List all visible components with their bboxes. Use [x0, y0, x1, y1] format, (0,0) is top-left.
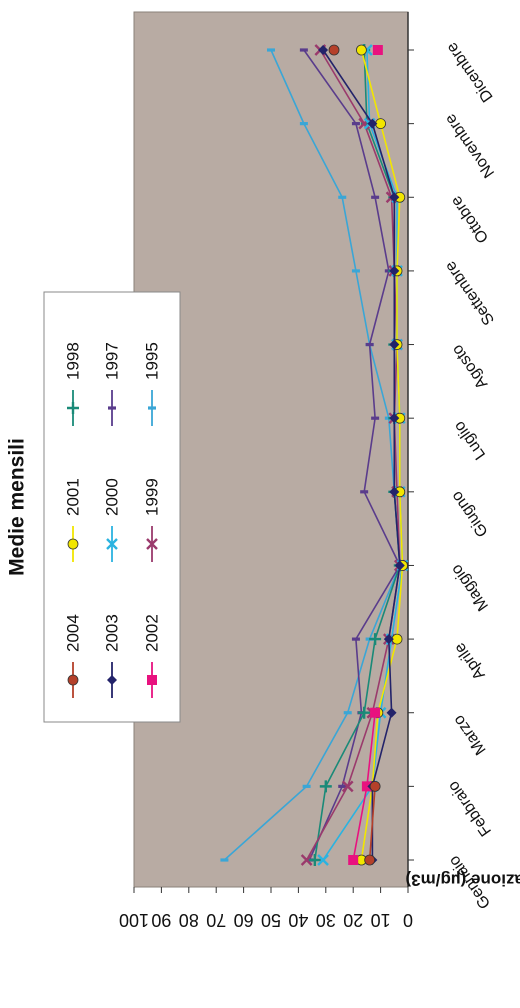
- data-point: [369, 633, 382, 646]
- legend-swatch-marker: [67, 538, 79, 550]
- x-tick-label: Novembre: [442, 110, 498, 180]
- legend-swatch-marker: [146, 538, 158, 550]
- legend-item-1995: 1995: [143, 342, 162, 426]
- x-tick-label: Maggio: [448, 561, 492, 614]
- data-point: [328, 44, 340, 56]
- legend-label: 2004: [64, 614, 83, 652]
- data-point: [348, 855, 359, 865]
- y-tick-label: 100: [119, 910, 149, 930]
- legend-label: 2001: [64, 478, 83, 516]
- series-line: [322, 49, 401, 860]
- data-point: [383, 634, 394, 645]
- legend-item-2004: 2004: [64, 614, 83, 698]
- legend-swatch-marker: [67, 674, 79, 686]
- legend-label: 1998: [64, 342, 83, 380]
- data-point: [358, 706, 371, 719]
- legend-label: 2002: [143, 614, 162, 652]
- data-point: [386, 707, 397, 718]
- legend-swatch-marker: [107, 675, 117, 685]
- y-axis-label: Concentrazione (µg/m3): [405, 871, 520, 890]
- legend-items: 2004 2003 2002 2001 2000 1999 1998 1997 1995: [64, 342, 162, 698]
- legend-item-1999: 1999: [143, 478, 162, 562]
- legend-item-2001: 2001: [64, 478, 83, 562]
- x-tick-label: Luglio: [451, 418, 489, 463]
- y-tick-label: 10: [371, 910, 391, 930]
- data-point: [361, 781, 372, 792]
- y-tick-label: 90: [151, 910, 171, 930]
- data-point: [317, 854, 329, 866]
- legend-title: Medie mensili: [6, 438, 29, 576]
- data-point: [394, 560, 405, 571]
- data-point: [389, 413, 400, 424]
- y-tick-label: 70: [206, 910, 226, 930]
- x-tick-label: Dicembre: [443, 39, 496, 105]
- data-point: [356, 44, 367, 56]
- data-point: [367, 118, 378, 129]
- y-tick-label: 80: [179, 910, 199, 930]
- legend-swatch-marker: [67, 402, 79, 414]
- data-point: [308, 854, 321, 866]
- y-tick-label: 40: [288, 910, 308, 930]
- legend-label: 2003: [103, 614, 122, 652]
- series-2003: [318, 45, 405, 865]
- series-2002: [348, 45, 383, 865]
- data-point: [369, 780, 381, 792]
- data-point: [389, 339, 400, 350]
- data-point: [389, 265, 400, 276]
- series-line: [223, 49, 401, 861]
- legend-item-2003: 2003: [103, 614, 122, 698]
- legend-item-1997: 1997: [103, 342, 122, 426]
- series-line: [360, 49, 404, 861]
- legend-label: 1997: [103, 342, 122, 380]
- y-tick-label: 20: [343, 910, 363, 930]
- x-tick-label: Febbraio: [445, 778, 495, 840]
- data-point: [300, 854, 313, 866]
- x-tick-label: Marzo: [450, 712, 489, 758]
- data-point: [341, 780, 354, 793]
- data-point: [364, 854, 376, 866]
- y-tick-label: 50: [261, 910, 281, 930]
- data-point: [370, 707, 381, 718]
- x-tick-label: Agosto: [449, 341, 492, 392]
- data-point: [389, 192, 400, 203]
- legend-swatch-marker: [106, 538, 118, 550]
- legend-box: [43, 291, 181, 723]
- y-tick-label: 0: [403, 910, 413, 930]
- legend-label: 2000: [103, 478, 122, 516]
- data-point: [372, 45, 383, 55]
- series-line: [305, 49, 401, 861]
- x-tick-label: Aprile: [451, 639, 488, 682]
- data-point: [319, 780, 332, 793]
- legend-label: 1995: [143, 342, 162, 380]
- legend-label: 1999: [143, 478, 162, 516]
- data-point: [389, 486, 400, 497]
- x-tick-label: Ottobre: [448, 192, 493, 246]
- data-point: [318, 45, 329, 55]
- legend-item-2000: 2000: [103, 478, 122, 562]
- x-tick-label: Settembre: [442, 258, 498, 328]
- series-lines: [220, 44, 409, 866]
- legend: Medie mensili 2004 2003 2002 2001 2000 1999 19…: [6, 291, 181, 723]
- series-2004: [328, 44, 381, 866]
- x-tick-label: Giugno: [448, 488, 492, 540]
- legend-swatch-marker: [147, 675, 157, 685]
- y-tick-label: 30: [316, 910, 336, 930]
- legend-item-2002: 2002: [143, 614, 162, 698]
- y-tick-label: 60: [234, 910, 254, 930]
- legend-item-1998: 1998: [64, 342, 83, 426]
